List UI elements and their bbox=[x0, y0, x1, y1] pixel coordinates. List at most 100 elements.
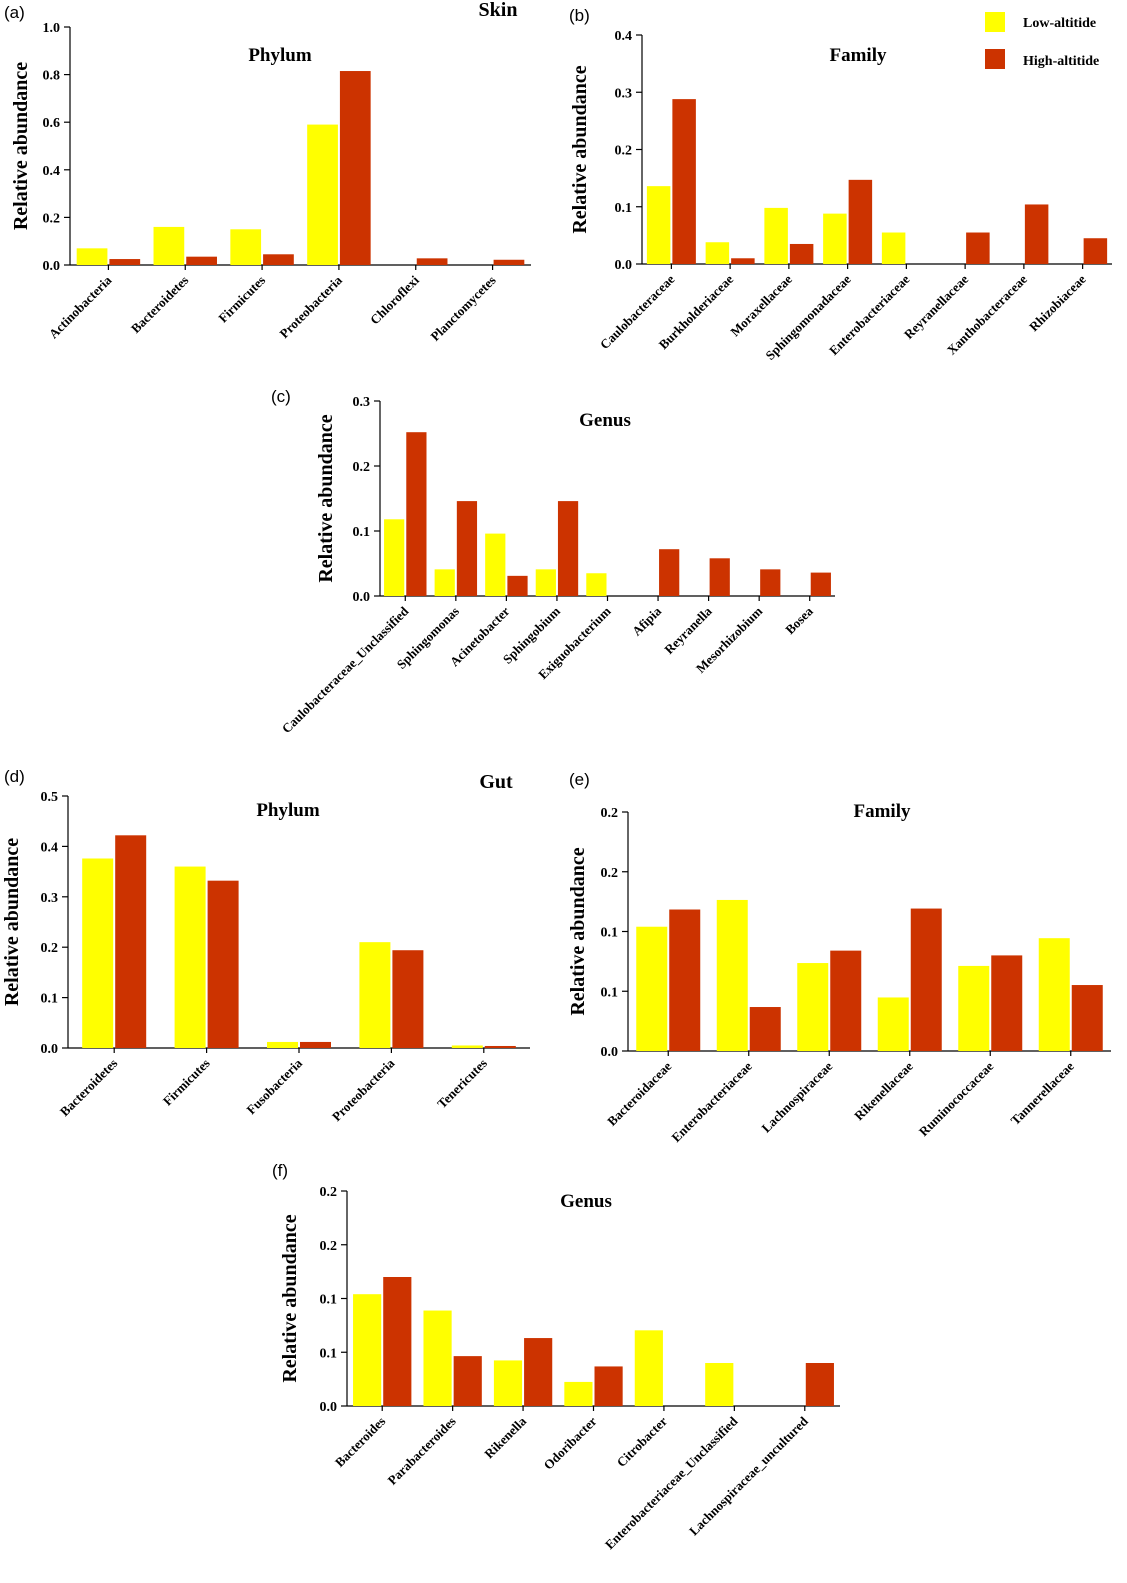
group-title-gut: Gut bbox=[479, 771, 513, 793]
panel-f-bar-low-citrobacter bbox=[634, 1330, 663, 1406]
panel-e-category-label: Enterobacteriaceae bbox=[668, 1058, 755, 1145]
panel-f-bar-low-bacteroides bbox=[353, 1294, 382, 1406]
panel-c-bar-high-reyranella bbox=[709, 558, 730, 596]
panel-c-bar-low-sphingomonas bbox=[434, 569, 455, 596]
panel-e-bar-low-enterobacteriaceae bbox=[716, 899, 748, 1051]
panel-a-y-tick-label: 0.8 bbox=[43, 69, 61, 84]
panel-b-category-label: Rhizobiaceae bbox=[1026, 271, 1089, 334]
panel-c-bar-high-mesorhizobium bbox=[760, 569, 781, 596]
panel-a-bar-high-proteobacteria bbox=[339, 71, 371, 265]
panel-f-category-label: Lachnospiraceae_uncultured bbox=[686, 1413, 811, 1538]
panel-f-y-tick-label: 0.0 bbox=[320, 1400, 338, 1415]
legend-swatch-high-altitude bbox=[985, 49, 1005, 69]
panel-a-bar-high-planctomycetes bbox=[493, 259, 525, 265]
panel-a-bar-low-firmicutes bbox=[230, 229, 262, 265]
panel-e-y-tick-label: 0.1 bbox=[601, 926, 619, 941]
panel-b-bar-low-caulobacteraceae bbox=[646, 186, 671, 264]
panel-f-bar-high-odoribacter bbox=[594, 1366, 623, 1406]
panel-e-bar-low-bacteroidaceae bbox=[636, 926, 668, 1051]
panel-d-chart: (d) Phylum Relative abundance 0.0 0.1 0.2 0.3 0… bbox=[1, 767, 530, 1124]
panel-f-category-label: Bacteroides bbox=[332, 1414, 388, 1470]
panel-a-y-tick-label: 0.4 bbox=[43, 164, 61, 179]
panel-c-chart: (c) Genus Relative abundance 0.0 0.1 0.2 0.3 Ca… bbox=[271, 387, 835, 736]
panel-d-bar-low-tenericutes bbox=[451, 1045, 483, 1048]
panel-f-bar-low-enterobacteriaceae-unclassified bbox=[705, 1363, 734, 1406]
panel-f-chart: (f) Genus Relative abundance 0.0 0.1 0.1 0.2 0.… bbox=[272, 1161, 840, 1552]
panel-f-bar-high-bacteroides bbox=[383, 1277, 412, 1406]
panel-d-bar-high-firmicutes bbox=[207, 880, 239, 1048]
panel-c-category-label: Bosea bbox=[782, 603, 816, 637]
panel-a-bar-high-bacteroidetes bbox=[186, 256, 217, 265]
panel-a-category-label: Firmicutes bbox=[215, 273, 268, 326]
panel-d-title: Phylum bbox=[256, 800, 320, 821]
panel-d-category-label: Proteobacteria bbox=[329, 1055, 398, 1124]
panel-c-category-label: Reyranella bbox=[661, 603, 715, 657]
panel-b-title: Family bbox=[830, 45, 887, 66]
panel-f-title: Genus bbox=[560, 1191, 612, 1212]
panel-e-category-label: Ruminococcaceae bbox=[916, 1058, 997, 1139]
panel-f-y-tick-label: 0.2 bbox=[320, 1239, 338, 1254]
panel-d-y-tick-label: 0.5 bbox=[41, 790, 59, 805]
panel-f-y-axis-label: Relative abundance bbox=[279, 1214, 301, 1382]
panel-f-y-tick-label: 0.2 bbox=[320, 1185, 338, 1200]
group-title-skin: Skin bbox=[479, 0, 518, 21]
panel-f-category-label: Parabacteroides bbox=[384, 1414, 458, 1488]
panel-c-bar-low-caulobacteraceae-unclassified bbox=[384, 519, 405, 596]
panel-e-bar-high-ruminococcaceae bbox=[991, 955, 1023, 1051]
panel-d-category-label: Bacteroidetes bbox=[57, 1056, 121, 1120]
panel-b-y-tick-label: 0.4 bbox=[615, 29, 633, 44]
panel-f-label: (f) bbox=[272, 1161, 288, 1180]
legend-label-low-altitude: Low-altitide bbox=[1023, 16, 1096, 31]
panel-b-y-tick-label: 0.0 bbox=[615, 258, 633, 273]
panel-c-bar-high-acinetobacter bbox=[507, 575, 528, 596]
panel-d-category-label: Fusobacteria bbox=[243, 1055, 305, 1117]
panel-f-category-label: Citrobacter bbox=[614, 1413, 671, 1470]
panel-a-category-label: Proteobacteria bbox=[276, 272, 345, 341]
charts: (a) Phylum Relative abundance 0.0 0.2 0.4 0.6 0… bbox=[1, 3, 1112, 1552]
panel-b-bar-high-reyranellaceae bbox=[966, 232, 990, 264]
panel-a-chart: (a) Phylum Relative abundance 0.0 0.2 0.4 0.6 0… bbox=[4, 3, 531, 344]
panel-e-y-tick-label: 0.0 bbox=[601, 1045, 619, 1060]
panel-b-bar-high-rhizobiaceae bbox=[1083, 238, 1108, 264]
panel-c-y-tick-label: 0.0 bbox=[353, 590, 371, 605]
panel-d-y-axis-label: Relative abundance bbox=[1, 838, 23, 1006]
panel-a-bar-high-chloroflexi bbox=[416, 258, 448, 265]
panel-b-bar-high-caulobacteraceae bbox=[672, 99, 696, 265]
panel-a-bar-high-firmicutes bbox=[263, 254, 294, 265]
legend-label-high-altitude: High-altitide bbox=[1023, 54, 1099, 69]
panel-e-bar-high-tannerellaceae bbox=[1071, 985, 1103, 1051]
panel-e-bar-high-bacteroidaceae bbox=[669, 909, 701, 1051]
panel-d-bar-high-tenericutes bbox=[484, 1045, 516, 1048]
panel-c-bar-low-exiguobacterium bbox=[586, 573, 607, 596]
panel-e-category-label: Bacteroidaceae bbox=[604, 1058, 674, 1128]
panel-c-bar-high-caulobacteraceae-unclassified bbox=[406, 432, 427, 596]
panel-b-bar-low-enterobacteriaceae bbox=[881, 232, 906, 264]
panel-c-bar-low-sphingobium bbox=[535, 569, 556, 596]
panel-f-bar-high-rikenella bbox=[524, 1338, 553, 1406]
panel-e-bar-low-tannerellaceae bbox=[1038, 938, 1070, 1051]
panel-f-category-label: Rikenella bbox=[481, 1413, 529, 1461]
panel-d-category-label: Tenericutes bbox=[434, 1056, 490, 1112]
panel-a-y-axis-label: Relative abundance bbox=[10, 62, 32, 230]
panel-b-y-tick-label: 0.2 bbox=[615, 144, 633, 159]
panel-d-bar-high-fusobacteria bbox=[300, 1041, 331, 1048]
panel-d-category-label: Firmicutes bbox=[160, 1056, 213, 1109]
panel-a-bar-high-actinobacteria bbox=[109, 259, 141, 265]
panel-b-label: (b) bbox=[569, 6, 590, 25]
panel-e-category-label: Lachnospiraceae bbox=[758, 1058, 835, 1135]
panel-d-bar-low-bacteroidetes bbox=[82, 858, 114, 1048]
panel-d-y-tick-label: 0.3 bbox=[41, 891, 59, 906]
panel-f-bar-low-odoribacter bbox=[564, 1381, 593, 1406]
panel-f-bar-high-lachnospiraceae-uncultured bbox=[805, 1363, 834, 1406]
panel-f-category-label: Odoribacter bbox=[541, 1413, 600, 1472]
panel-e-category-label: Tannerellaceae bbox=[1008, 1058, 1077, 1127]
panel-b-y-axis-label: Relative abundance bbox=[569, 65, 591, 233]
panel-b-y-tick-label: 0.3 bbox=[615, 86, 633, 101]
panel-e-y-axis-label: Relative abundance bbox=[567, 847, 589, 1015]
panel-e-title: Family bbox=[854, 801, 911, 822]
panel-a-category-label: Planctomycetes bbox=[427, 273, 498, 344]
panel-e-bar-low-rikenellaceae bbox=[877, 997, 909, 1051]
panel-b-bar-high-moraxellaceae bbox=[789, 243, 814, 264]
panel-e-y-tick-label: 0.1 bbox=[601, 985, 619, 1000]
